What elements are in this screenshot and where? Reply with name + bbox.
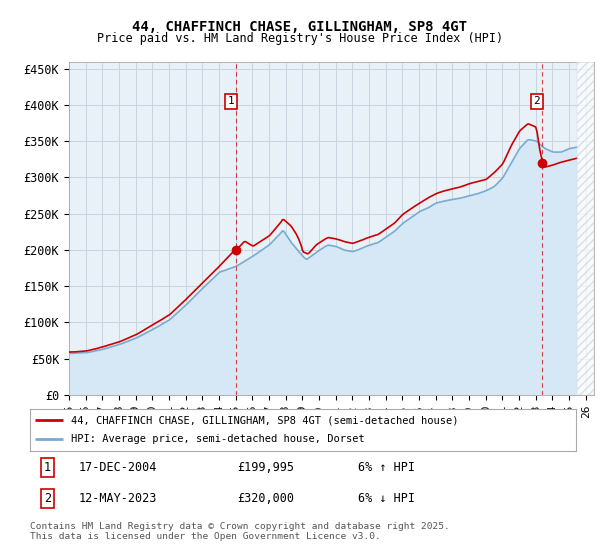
Text: 2: 2: [533, 96, 540, 106]
Text: 44, CHAFFINCH CHASE, GILLINGHAM, SP8 4GT (semi-detached house): 44, CHAFFINCH CHASE, GILLINGHAM, SP8 4GT…: [71, 415, 458, 425]
Text: 1: 1: [44, 461, 51, 474]
Text: HPI: Average price, semi-detached house, Dorset: HPI: Average price, semi-detached house,…: [71, 435, 365, 445]
Text: 6% ↑ HPI: 6% ↑ HPI: [358, 461, 415, 474]
Text: 17-DEC-2004: 17-DEC-2004: [79, 461, 158, 474]
Text: Price paid vs. HM Land Registry's House Price Index (HPI): Price paid vs. HM Land Registry's House …: [97, 32, 503, 45]
Text: 2: 2: [44, 492, 51, 505]
Text: Contains HM Land Registry data © Crown copyright and database right 2025.
This d: Contains HM Land Registry data © Crown c…: [30, 522, 450, 542]
Text: £320,000: £320,000: [238, 492, 295, 505]
Text: 44, CHAFFINCH CHASE, GILLINGHAM, SP8 4GT: 44, CHAFFINCH CHASE, GILLINGHAM, SP8 4GT: [133, 20, 467, 34]
Text: 1: 1: [227, 96, 234, 106]
Text: £199,995: £199,995: [238, 461, 295, 474]
Text: 12-MAY-2023: 12-MAY-2023: [79, 492, 158, 505]
Text: 6% ↓ HPI: 6% ↓ HPI: [358, 492, 415, 505]
